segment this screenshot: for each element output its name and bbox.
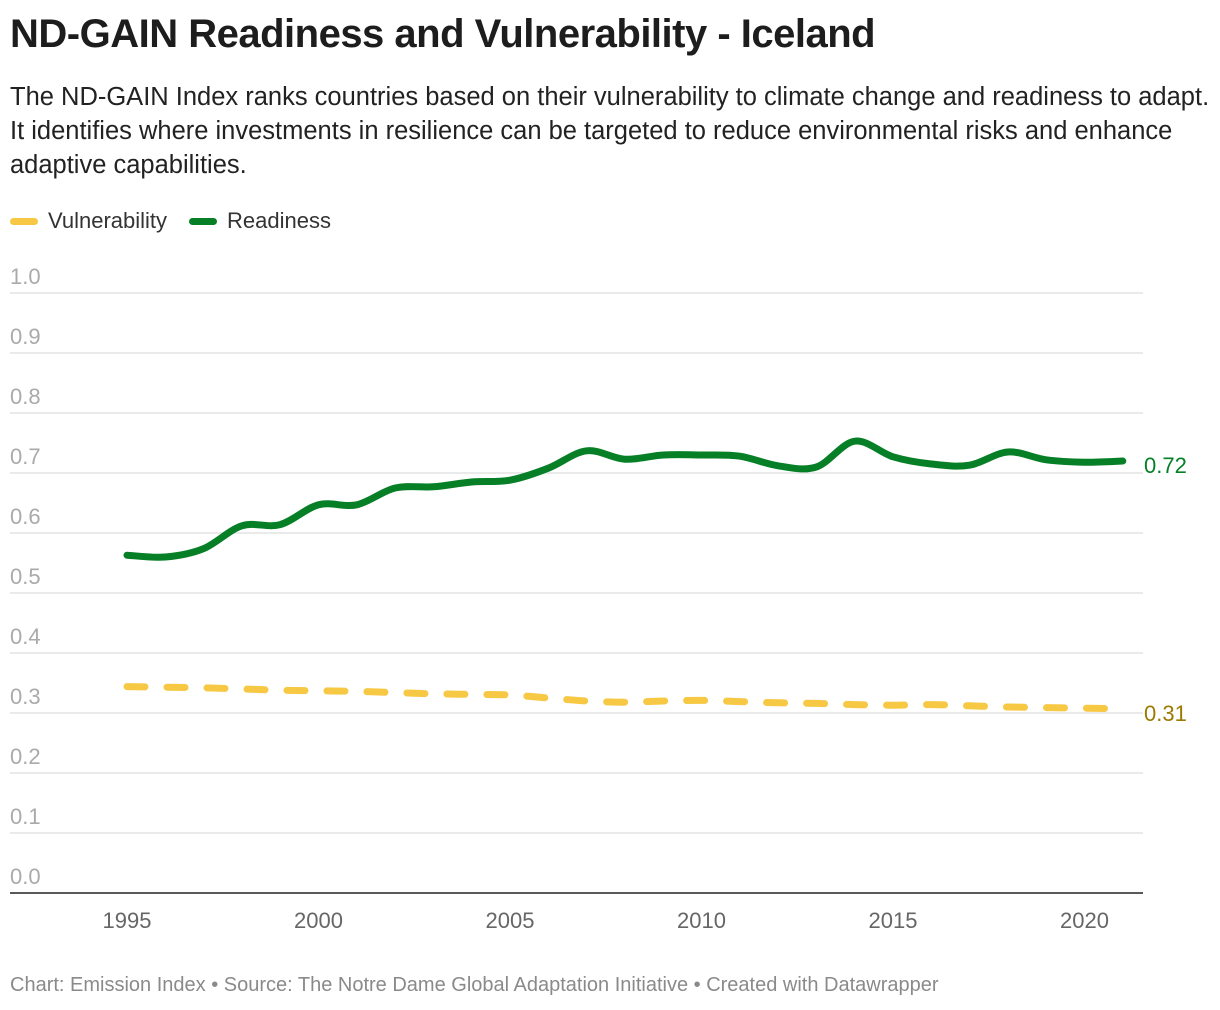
legend-swatch-readiness (189, 217, 218, 225)
end-label-readiness: 0.72 (1144, 453, 1187, 478)
legend-swatch-vulnerability (10, 217, 38, 225)
y-tick-label: 0.9 (10, 324, 41, 349)
series-line-vulnerability (123, 683, 1127, 713)
x-tick-label: 2000 (294, 908, 343, 933)
legend: Vulnerability Readiness (10, 208, 331, 234)
chart-title: ND-GAIN Readiness and Vulnerability - Ic… (10, 12, 876, 56)
x-tick-label: 2015 (869, 908, 918, 933)
y-tick-label: 0.8 (10, 384, 41, 409)
legend-label-readiness: Readiness (227, 208, 331, 233)
x-tick-label: 2020 (1060, 908, 1109, 933)
y-tick-label: 0.1 (10, 804, 41, 829)
y-tick-label: 1.0 (10, 264, 41, 289)
y-tick-label: 0.3 (10, 684, 41, 709)
legend-item-vulnerability: Vulnerability (10, 208, 167, 234)
x-tick-label: 1995 (103, 908, 152, 933)
y-tick-label: 0.2 (10, 744, 41, 769)
y-tick-label: 0.5 (10, 564, 41, 589)
y-tick-label: 0.4 (10, 624, 41, 649)
y-tick-label: 0.0 (10, 864, 41, 889)
legend-item-readiness: Readiness (189, 208, 331, 234)
legend-label-vulnerability: Vulnerability (48, 208, 168, 233)
chart-footer: Chart: Emission Index • Source: The Notr… (10, 974, 939, 996)
x-tick-label: 2005 (486, 908, 535, 933)
end-label-vulnerability: 0.31 (1144, 701, 1187, 726)
series-line-readiness (123, 437, 1127, 561)
y-tick-label: 0.7 (10, 444, 41, 469)
x-tick-label: 2010 (677, 908, 726, 933)
chart-description: The ND-GAIN Index ranks countries based … (10, 83, 1210, 179)
y-tick-label: 0.6 (10, 504, 41, 529)
